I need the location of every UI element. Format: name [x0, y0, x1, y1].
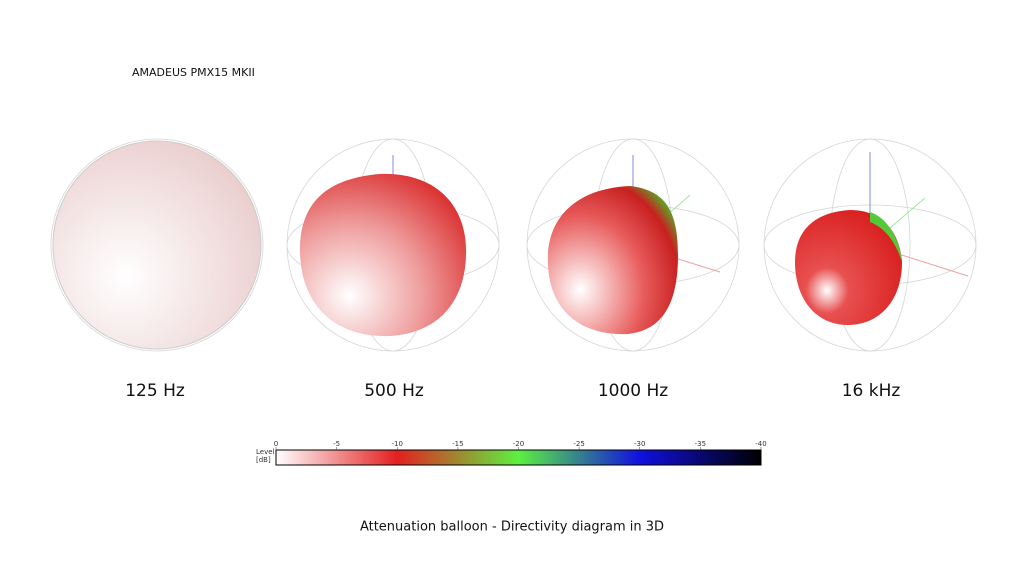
color-bar	[275, 449, 762, 466]
tick-label: 0	[274, 440, 278, 448]
tick-label: -20	[513, 440, 524, 448]
tick-label: -35	[695, 440, 706, 448]
tick-label: -15	[452, 440, 463, 448]
color-bar-label: Level	[256, 448, 275, 456]
tick-label: -40	[755, 440, 766, 448]
panel-label: 500 Hz	[364, 381, 424, 401]
tick-label: -25	[573, 440, 584, 448]
tick-label: -30	[634, 440, 645, 448]
balloons	[52, 140, 902, 350]
panel-label: 125 Hz	[125, 381, 185, 401]
panel-label: 16 kHz	[842, 381, 901, 401]
title: AMADEUS PMX15 MKII	[132, 66, 255, 79]
tick-label: -5	[333, 440, 340, 448]
tick-label: -10	[392, 440, 403, 448]
color-bar-label: [dB]	[256, 456, 271, 464]
caption: Attenuation balloon - Directivity diagra…	[360, 520, 664, 535]
panel-label: 1000 Hz	[598, 381, 668, 401]
